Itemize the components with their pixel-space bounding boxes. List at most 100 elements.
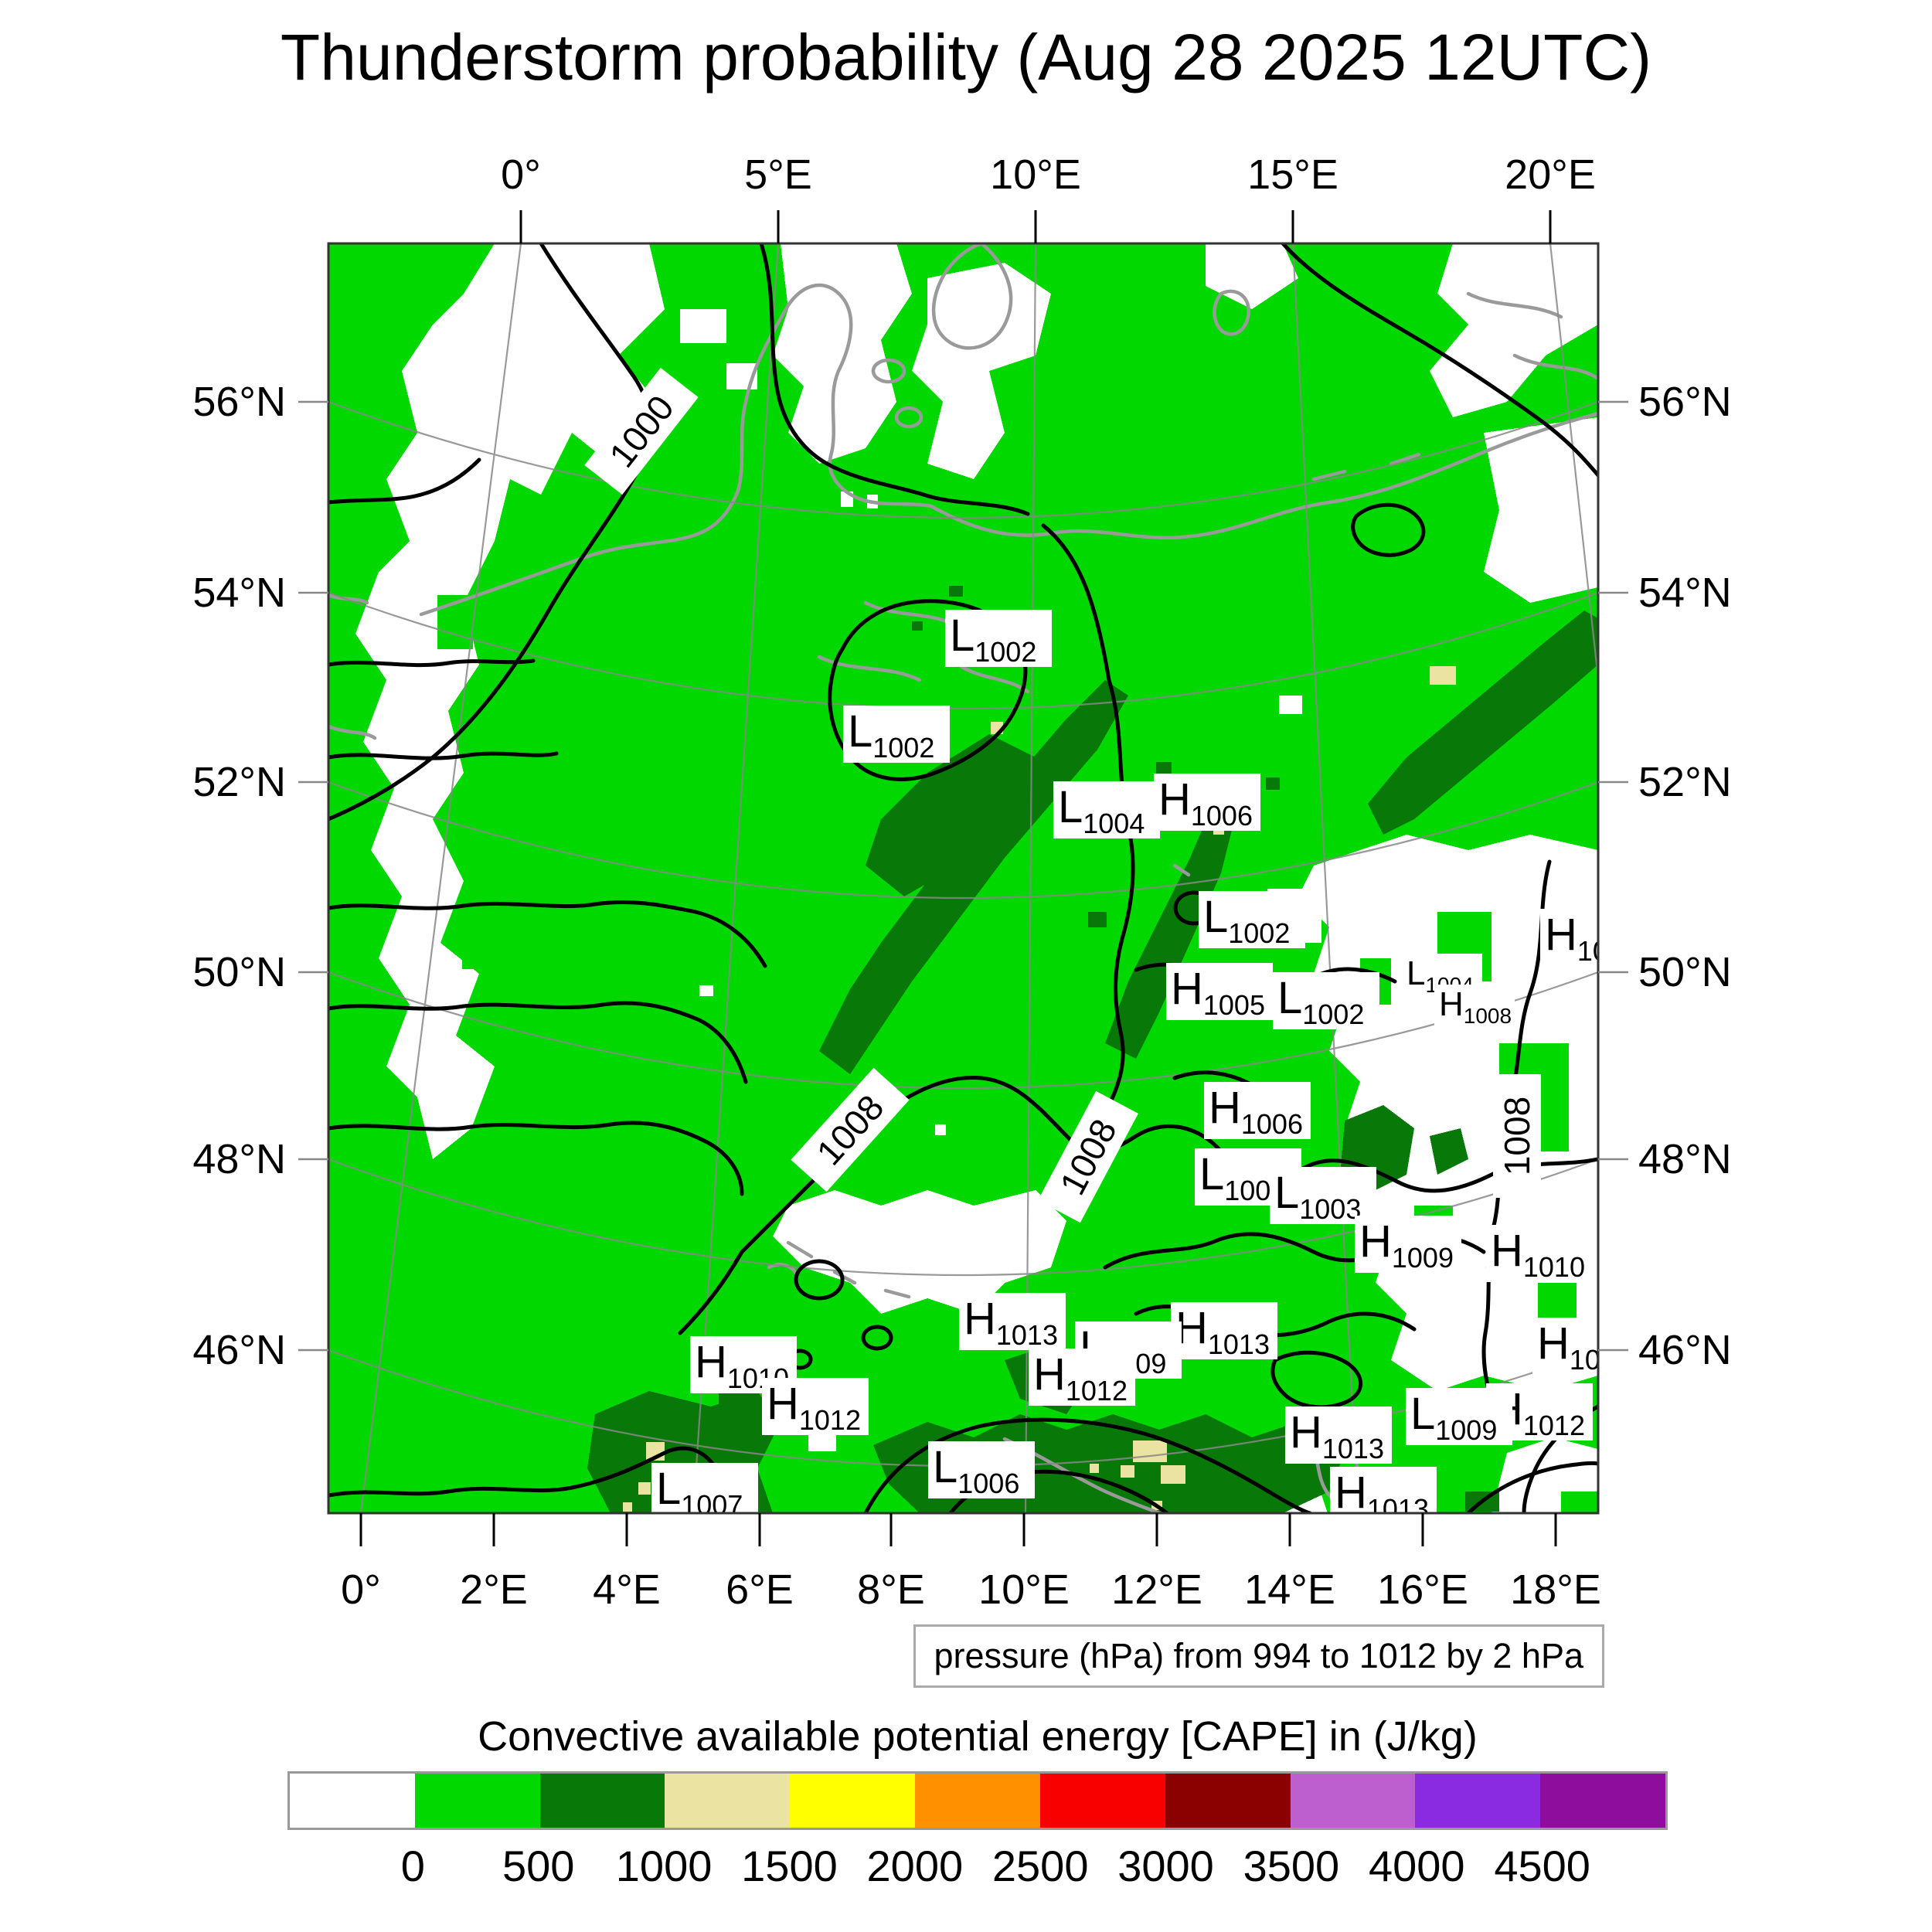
- colorbar-tick-label: 500: [502, 1842, 575, 1890]
- pressure-label-L1002: L1002: [843, 706, 950, 764]
- axis-tick-label: 50°N: [192, 949, 286, 995]
- pressure-label-H1012: H1012: [1532, 1318, 1631, 1376]
- axis-tick-label: 2°E: [460, 1566, 528, 1613]
- colorbar-cell-6: [1039, 1774, 1165, 1828]
- cape-green-islands: [437, 595, 1598, 1513]
- colorbar-cell-5: [915, 1774, 1040, 1828]
- axis-tick-label: 0°: [341, 1566, 381, 1613]
- axis-tick-label: 14°E: [1244, 1566, 1335, 1613]
- axis-tick-label: 56°N: [192, 379, 286, 425]
- pressure-label-L1002: L1002: [1199, 891, 1305, 949]
- axis-tick-label: 18°E: [1510, 1566, 1601, 1613]
- colorbar-cell-7: [1165, 1774, 1291, 1828]
- svg-text:L1006: L1006: [933, 1442, 1019, 1499]
- axis-tick-label: 52°N: [192, 759, 286, 805]
- axis-tick-label: 46°N: [192, 1327, 286, 1373]
- svg-text:H1013: H1013: [1290, 1407, 1384, 1464]
- svg-text:L1004: L1004: [1058, 782, 1145, 839]
- axis-tick-label: 8°E: [857, 1566, 925, 1613]
- svg-text:H1010: H1010: [1491, 1226, 1585, 1283]
- pressure-caption-box: pressure (hPa) from 994 to 1012 by 2 hPa: [913, 1624, 1604, 1688]
- axis-tick-label: 5°E: [744, 151, 812, 198]
- svg-text:H1013: H1013: [1175, 1303, 1270, 1360]
- axis-tick-label: 20°E: [1505, 151, 1596, 198]
- svg-text:L1002: L1002: [848, 706, 934, 764]
- colorbar-tick-label: 2500: [992, 1842, 1089, 1890]
- colorbar-tick-label: 3000: [1117, 1842, 1214, 1890]
- pressure-label-H1013: H1013: [1330, 1467, 1437, 1525]
- axis-labels: 0° 5°E 10°E 15°E 20°E 0° 2°E 4°E 6°E 8°E 10°E 12°E 1…: [192, 151, 1731, 1613]
- pressure-label-H1012: H1012: [762, 1378, 869, 1436]
- colorbar-tick-label: 1500: [741, 1842, 838, 1890]
- pressure-label-L1007: L1007: [651, 1463, 758, 1521]
- axis-tick-label: 48°N: [1638, 1136, 1732, 1182]
- pressure-label-L1004: L1004: [1053, 781, 1160, 839]
- cape-1000-1500-regions: [623, 666, 1456, 1512]
- svg-text:L1002: L1002: [950, 611, 1036, 668]
- pressure-label-L1006: L1006: [928, 1441, 1035, 1499]
- pressure-center-labels: L1002L1002L1004H1006L1002H1005L1002L1004…: [651, 610, 1631, 1525]
- axis-tick-label: 52°N: [1638, 759, 1732, 805]
- svg-text:H1005: H1005: [1171, 964, 1265, 1021]
- colorbar-tick-label: 4500: [1494, 1842, 1590, 1890]
- svg-text:L1009: L1009: [1410, 1389, 1497, 1446]
- colorbar-cell-4: [790, 1774, 916, 1828]
- colorbar-cell-10: [1540, 1774, 1665, 1828]
- colorbar-title: Convective available potential energy [C…: [478, 1713, 1478, 1760]
- colorbar-tick-label: 2000: [866, 1842, 964, 1890]
- axis-tick-label: 50°N: [1638, 949, 1732, 995]
- pressure-label-L1002: L1002: [945, 610, 1052, 668]
- contour-label: 1008: [1038, 1090, 1138, 1223]
- map-border: [327, 242, 1600, 1515]
- svg-text:L1003: L1003: [1274, 1168, 1361, 1225]
- axis-tick-label: 10°E: [978, 1566, 1070, 1613]
- pressure-label-H1013: H1013: [959, 1293, 1066, 1351]
- svg-text:L1007: L1007: [656, 1464, 743, 1521]
- pressure-label-H1012: H1012: [1029, 1349, 1135, 1406]
- pressure-label-H1010: H1010: [1540, 909, 1598, 967]
- axis-tick-label: 6°E: [726, 1566, 794, 1613]
- svg-text:L1002: L1002: [1203, 892, 1290, 949]
- pressure-label-H1008: H1008: [1434, 985, 1515, 1028]
- colorbar-cell-8: [1290, 1774, 1416, 1828]
- pressure-label-H1006: H1006: [1204, 1082, 1311, 1140]
- colorbar-cell-0: [290, 1774, 415, 1828]
- pressure-label-H1006: H1006: [1154, 774, 1260, 832]
- colorbar-cell-9: [1415, 1774, 1541, 1828]
- svg-text:H1013: H1013: [1335, 1468, 1429, 1525]
- chart-title: Thunderstorm probability (Aug 28 2025 12…: [280, 21, 1652, 94]
- axis-tick-label: 12°E: [1111, 1566, 1202, 1613]
- colorbar-tick-label: 4000: [1368, 1842, 1465, 1890]
- svg-text:H1009: H1009: [1359, 1216, 1454, 1274]
- colorbar-tick-label: 3500: [1243, 1842, 1340, 1890]
- colorbar: [287, 1771, 1668, 1830]
- axis-tick-label: 48°N: [192, 1136, 286, 1182]
- pressure-label-L1009: L1009: [1406, 1388, 1512, 1446]
- colorbar-tick-label: 1000: [615, 1842, 713, 1890]
- pressure-caption-text: pressure (hPa) from 994 to 1012 by 2 hPa: [934, 1636, 1583, 1675]
- axis-tick-label: 10°E: [990, 151, 1081, 198]
- pressure-label-H1005: H1005: [1166, 963, 1273, 1021]
- axis-tick-label: 0°: [501, 151, 541, 198]
- pressure-label-H1013: H1013: [1285, 1406, 1392, 1464]
- svg-text:H1012: H1012: [767, 1379, 861, 1436]
- pressure-label-H1013: H1013: [1171, 1302, 1277, 1360]
- svg-text:H1012: H1012: [1033, 1349, 1128, 1406]
- axis-tick-label: 4°E: [593, 1566, 661, 1613]
- svg-text:H1006: H1006: [1209, 1083, 1303, 1140]
- colorbar-cell-1: [414, 1774, 540, 1828]
- axis-tick-label: 46°N: [1638, 1327, 1732, 1373]
- axis-tick-label: 56°N: [1638, 379, 1732, 425]
- contour-label: 1008: [1493, 1074, 1541, 1198]
- svg-text:1008: 1008: [1497, 1097, 1537, 1175]
- svg-text:H1013: H1013: [964, 1294, 1058, 1351]
- svg-text:H1012: H1012: [1537, 1318, 1631, 1376]
- colorbar-tick-label: 0: [400, 1842, 425, 1890]
- svg-text:H1008: H1008: [1439, 985, 1512, 1028]
- pressure-label-H1009: H1009: [1355, 1216, 1461, 1274]
- colorbar-cell-2: [539, 1774, 665, 1828]
- pressure-label-L1003: L1003: [1270, 1167, 1376, 1225]
- pressure-label-L1002: L1002: [1273, 972, 1379, 1030]
